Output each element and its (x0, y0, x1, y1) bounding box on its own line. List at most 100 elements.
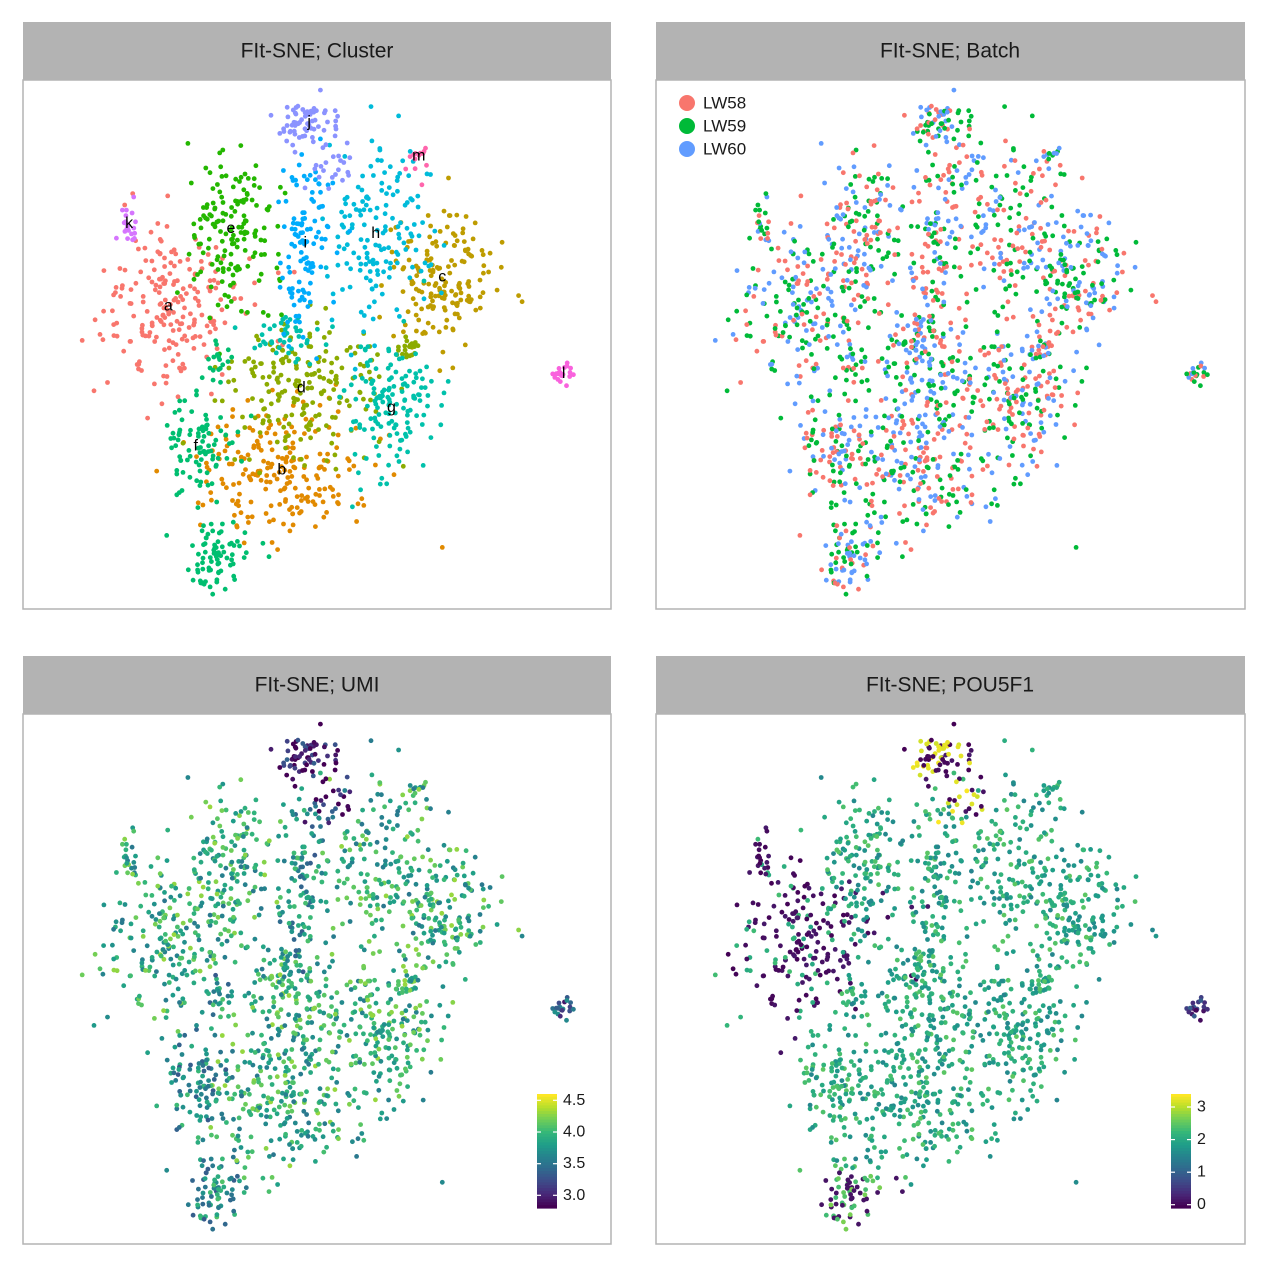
data-point (845, 442, 851, 448)
data-point (1032, 220, 1037, 225)
data-point (818, 457, 824, 463)
data-point (245, 514, 251, 520)
data-point (243, 1185, 249, 1191)
data-point (198, 893, 204, 899)
data-point (154, 969, 159, 974)
data-point (304, 454, 309, 460)
data-point (747, 235, 752, 241)
data-point (428, 435, 434, 440)
data-point (210, 186, 216, 192)
data-point (404, 860, 410, 865)
data-point (358, 1122, 363, 1127)
data-point (395, 886, 401, 892)
data-point (352, 1086, 358, 1092)
data-point (292, 381, 298, 387)
data-point (273, 985, 279, 990)
data-point (370, 426, 375, 432)
data-point (809, 352, 814, 357)
data-point (311, 1006, 316, 1012)
data-point (896, 341, 902, 347)
data-point (1062, 435, 1067, 440)
data-point (1063, 298, 1069, 304)
data-point (296, 1013, 302, 1018)
data-point (839, 356, 845, 362)
cluster-label: h (371, 225, 380, 242)
data-point (1128, 287, 1134, 293)
data-point (969, 262, 974, 268)
data-point (926, 351, 931, 357)
data-point (916, 190, 921, 196)
data-point (229, 1187, 235, 1192)
data-point (927, 111, 932, 117)
data-point (849, 451, 855, 457)
data-point (498, 899, 504, 904)
data-point (892, 398, 898, 403)
data-point (962, 440, 968, 446)
data-point (177, 893, 183, 899)
data-point (160, 947, 166, 952)
data-point (409, 868, 415, 873)
data-point (450, 326, 456, 332)
data-point (936, 496, 942, 501)
data-point (1062, 273, 1068, 279)
data-point (216, 570, 221, 576)
data-point (903, 347, 909, 353)
data-point (300, 334, 306, 340)
data-point (271, 517, 276, 523)
data-point (379, 158, 384, 164)
data-point (172, 263, 177, 269)
data-point (293, 994, 299, 1000)
data-point (247, 1091, 252, 1097)
data-point (935, 465, 941, 471)
data-point (764, 225, 770, 231)
data-point (213, 1072, 219, 1078)
data-point (383, 837, 389, 842)
data-point (358, 896, 364, 901)
data-point (153, 917, 159, 922)
data-point (306, 1061, 312, 1067)
data-point (211, 912, 217, 918)
data-point (226, 901, 232, 906)
data-point (1022, 227, 1027, 233)
data-point (219, 194, 225, 200)
data-point (330, 431, 336, 437)
data-point (248, 1112, 254, 1118)
data-point (822, 180, 827, 186)
data-point (932, 498, 938, 503)
points (79, 721, 576, 1232)
data-point (333, 118, 339, 124)
data-point (1047, 301, 1052, 307)
data-point (249, 197, 255, 203)
data-point (930, 334, 935, 339)
data-point (344, 829, 350, 834)
data-point (991, 390, 997, 395)
data-point (339, 1000, 345, 1005)
data-point (964, 291, 969, 297)
data-point (1115, 263, 1120, 269)
data-point (317, 1009, 323, 1014)
data-point (192, 920, 197, 926)
data-point (192, 968, 198, 974)
data-point (911, 184, 917, 190)
data-point (969, 153, 975, 159)
data-point (929, 288, 935, 294)
data-point (208, 521, 214, 527)
data-point (1092, 290, 1098, 296)
data-point (1079, 175, 1085, 181)
data-point (276, 886, 281, 891)
data-point (113, 285, 119, 290)
data-point (362, 346, 368, 352)
data-point (218, 1014, 223, 1020)
data-point (222, 448, 228, 454)
data-point (363, 379, 369, 384)
data-point (392, 410, 398, 416)
data-point (120, 283, 125, 288)
data-point (262, 238, 268, 244)
data-point (338, 158, 343, 164)
data-point (282, 1023, 288, 1028)
data-point (289, 412, 295, 418)
data-point (403, 247, 409, 252)
data-point (261, 1041, 266, 1047)
data-point (1001, 269, 1007, 274)
data-point (810, 430, 816, 435)
